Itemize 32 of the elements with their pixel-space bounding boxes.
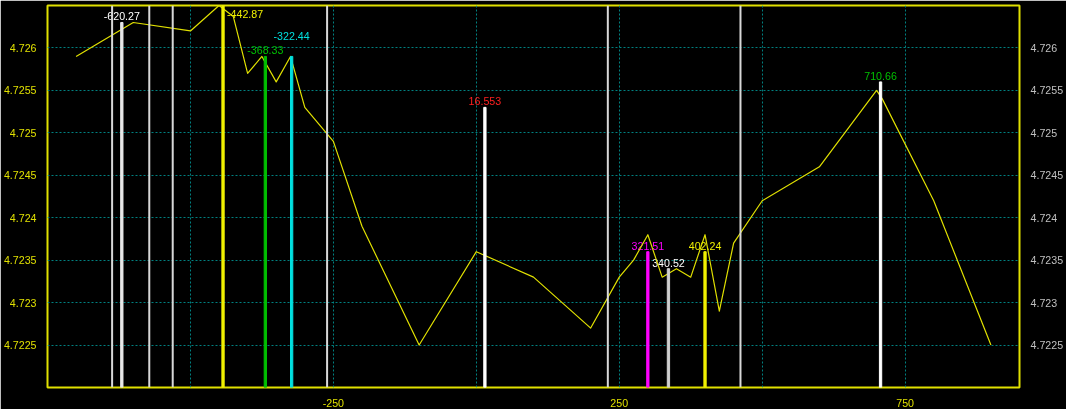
y2-tick-label: 4.7245 [1030,169,1064,182]
bar [878,81,883,388]
y-tick-label: 4.7225 [3,339,37,352]
annotation: 710.66 [864,69,897,82]
bar [120,21,124,388]
annotation: -368.33 [247,44,284,57]
y2-tick-label: 4.7235 [1030,254,1064,267]
y2-tick-label: 4.725 [1030,126,1058,139]
y2-tick-label: 4.723 [1030,296,1058,309]
x-tick-label: 250 [610,396,629,409]
bar [703,251,707,388]
bar [483,106,487,388]
y-tick-label: 4.7235 [3,254,37,267]
y2-tick-label: 4.7225 [1030,339,1064,352]
y2-tick-label: 4.726 [1030,41,1058,54]
x-tick-label: 750 [896,396,915,409]
annotation: 16.553 [468,95,502,108]
bar [290,55,294,388]
bar [263,55,267,388]
y-tick-label: 4.725 [9,126,37,139]
y-tick-label: 4.724 [9,211,37,224]
bar [221,5,225,388]
y-tick-label: 4.726 [9,41,37,54]
bar [646,251,650,388]
bar [666,268,671,388]
y2-tick-label: 4.724 [1030,211,1058,224]
y-tick-label: 4.7245 [3,169,37,182]
annotation: -322.44 [273,30,310,43]
y-tick-label: 4.7255 [3,84,37,97]
x-tick-label: -250 [322,396,345,409]
y-tick-label: 4.723 [9,296,37,309]
y2-tick-label: 4.7255 [1030,84,1064,97]
